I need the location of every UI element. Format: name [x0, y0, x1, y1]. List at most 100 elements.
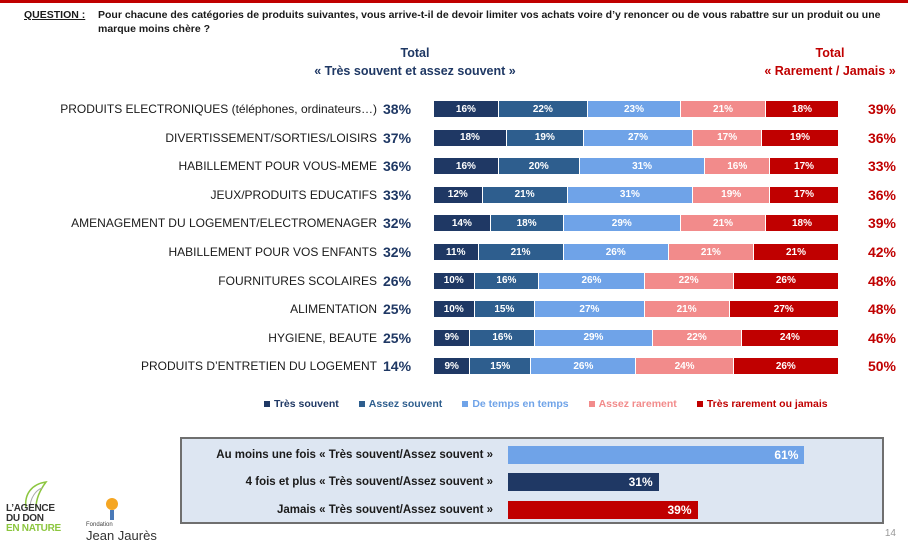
- legend-item: De temps en temps: [462, 398, 569, 410]
- bar-segment-tres-souvent: 16%: [434, 101, 499, 117]
- bar-segment-assez-souvent: 16%: [470, 329, 536, 346]
- bar-segment-assez-rarement: 21%: [681, 101, 767, 117]
- bar-segment-assez-souvent: 15%: [474, 301, 536, 318]
- category-label: JEUX/PRODUITS EDUCATIFS: [210, 187, 377, 202]
- summary-label: 4 fois et plus « Très souvent/Assez souv…: [245, 476, 493, 488]
- legend-swatch: [696, 401, 703, 407]
- category-label: HABILLEMENT POUR VOUS-MEME: [178, 159, 377, 174]
- stacked-bar-row: 18% 19% 27% 17% 19%: [434, 129, 839, 146]
- total-right-value: 46%: [867, 329, 896, 346]
- category-label: PRODUITS ELECTRONIQUES (téléphones, ordi…: [60, 102, 377, 116]
- total-left-value: 33%: [383, 186, 412, 203]
- bar-segment-assez-rarement: 22%: [644, 272, 734, 289]
- header-right-subtitle: « Rarement / Jamais »: [764, 64, 896, 78]
- header-left-title: Total: [400, 46, 430, 60]
- bar-segment-assez-souvent: 18%: [490, 215, 564, 232]
- bar-segment-assez-souvent: 22%: [498, 101, 588, 117]
- jean-jaures-logo-icon: [106, 498, 118, 520]
- total-right-value: 48%: [867, 272, 896, 289]
- page-number: 14: [884, 528, 896, 539]
- bar-segment-assez-souvent: 16%: [474, 272, 540, 289]
- legend-swatch: [588, 401, 595, 407]
- category-label: PRODUITS D’ENTRETIEN DU LOGEMENT: [140, 359, 377, 374]
- legend-swatch: [264, 401, 270, 407]
- bar-segment-tres-souvent: 11%: [434, 244, 479, 260]
- legend-label: Assez souvent: [368, 398, 443, 410]
- total-right-value: 50%: [867, 358, 896, 375]
- summary-bar: 61%: [508, 446, 805, 464]
- bar-segment-tres-souvent: 18%: [434, 129, 507, 146]
- total-left-value: 26%: [383, 272, 412, 289]
- bar-segment-de-temps: 31%: [579, 158, 706, 175]
- stacked-bar-row: 12% 21% 31% 19% 17%: [434, 186, 839, 203]
- stacked-bar-row: 9% 16% 29% 22% 24%: [434, 329, 839, 346]
- total-left-value: 25%: [383, 329, 412, 346]
- total-right-value: 33%: [867, 158, 896, 175]
- stacked-bar-row: 10% 15% 27% 21% 27%: [434, 301, 839, 318]
- bar-segment-de-temps: 27%: [583, 129, 694, 146]
- header-left: Total « Très souvent et assez souvent »: [290, 44, 540, 80]
- stacked-bar-row: 9% 15% 26% 24% 26%: [434, 358, 839, 375]
- total-right-value: 36%: [867, 129, 896, 146]
- stacked-bar-row: 16% 22% 23% 21% 18%: [434, 101, 839, 117]
- bar-segment-tres-rarement: 17%: [770, 158, 839, 175]
- bar-segment-tres-rarement: 18%: [766, 215, 839, 232]
- bar-segment-assez-souvent: 15%: [470, 358, 532, 375]
- bar-segment-tres-rarement: 21%: [753, 244, 839, 260]
- bar-segment-tres-rarement: 24%: [741, 329, 839, 346]
- bar-segment-assez-rarement: 24%: [636, 358, 734, 375]
- legend-swatch: [462, 401, 469, 407]
- bar-segment-assez-rarement: 22%: [652, 329, 742, 346]
- summary-label: Au moins une fois « Très souvent/Assez s…: [216, 449, 493, 461]
- stacked-bar-row: 14% 18% 29% 21% 18%: [434, 215, 839, 232]
- bar-segment-assez-souvent: 19%: [506, 129, 584, 146]
- bar-segment-de-temps: 26%: [539, 272, 645, 289]
- bar-segment-tres-rarement: 26%: [733, 272, 839, 289]
- bar-segment-assez-rarement: 19%: [693, 186, 771, 203]
- total-left-value: 38%: [383, 101, 412, 117]
- stacked-bar-row: 10% 16% 26% 22% 26%: [434, 272, 839, 289]
- stacked-bar-row: 16% 20% 31% 16% 17%: [434, 158, 839, 175]
- bar-segment-tres-souvent: 9%: [434, 329, 471, 346]
- bar-segment-tres-rarement: 18%: [766, 101, 839, 117]
- header-right-title: Total: [815, 46, 845, 60]
- category-label: FOURNITURES SCOLAIRES: [218, 273, 377, 288]
- category-label: ALIMENTATION: [290, 302, 377, 317]
- total-right-value: 42%: [867, 244, 896, 260]
- legend-label: Très souvent: [274, 398, 339, 410]
- bar-segment-tres-souvent: 16%: [434, 158, 499, 175]
- header-left-subtitle: « Très souvent et assez souvent »: [314, 64, 516, 78]
- bar-segment-de-temps: 31%: [567, 186, 694, 203]
- category-label: AMENAGEMENT DU LOGEMENT/ELECTROMENAGER: [71, 216, 377, 231]
- bar-segment-tres-rarement: 17%: [770, 186, 839, 203]
- bar-segment-assez-souvent: 21%: [478, 244, 564, 260]
- logo2-fondation: Fondation: [86, 522, 113, 528]
- legend-item: Très souvent: [264, 398, 339, 410]
- bar-segment-assez-rarement: 17%: [693, 129, 763, 146]
- bar-segment-de-temps: 26%: [531, 358, 637, 375]
- total-left-value: 25%: [383, 301, 412, 318]
- logo1-line3: EN NATURE: [6, 523, 61, 534]
- summary-label: Jamais « Très souvent/Assez souvent »: [276, 504, 493, 516]
- legend-label: Très rarement ou jamais: [706, 398, 828, 410]
- total-left-value: 32%: [383, 244, 412, 260]
- logo2-name: Jean Jaurès: [86, 528, 157, 543]
- bar-segment-tres-souvent: 14%: [434, 215, 491, 232]
- top-accent-line: [0, 0, 908, 3]
- total-right-value: 39%: [867, 215, 896, 232]
- total-left-value: 36%: [383, 158, 412, 175]
- question-label: QUESTION :: [24, 9, 86, 21]
- question-block: QUESTION : Pour chacune des catégories d…: [24, 8, 894, 35]
- legend-item: Très rarement ou jamais: [696, 398, 828, 410]
- bar-segment-de-temps: 23%: [587, 101, 682, 117]
- bar-segment-assez-souvent: 21%: [482, 186, 568, 203]
- category-label: HABILLEMENT POUR VOS ENFANTS: [168, 245, 378, 259]
- summary-box: Au moins une fois « Très souvent/Assez s…: [180, 437, 884, 524]
- bar-segment-de-temps: 27%: [535, 301, 645, 318]
- bar-segment-tres-souvent: 10%: [434, 272, 475, 289]
- stacked-bar-row: 11% 21% 26% 21% 21%: [434, 244, 839, 260]
- bar-segment-tres-rarement: 19%: [762, 129, 839, 146]
- legend-label: Assez rarement: [598, 398, 677, 410]
- total-right-value: 48%: [867, 301, 896, 318]
- bar-segment-assez-rarement: 21%: [668, 244, 754, 260]
